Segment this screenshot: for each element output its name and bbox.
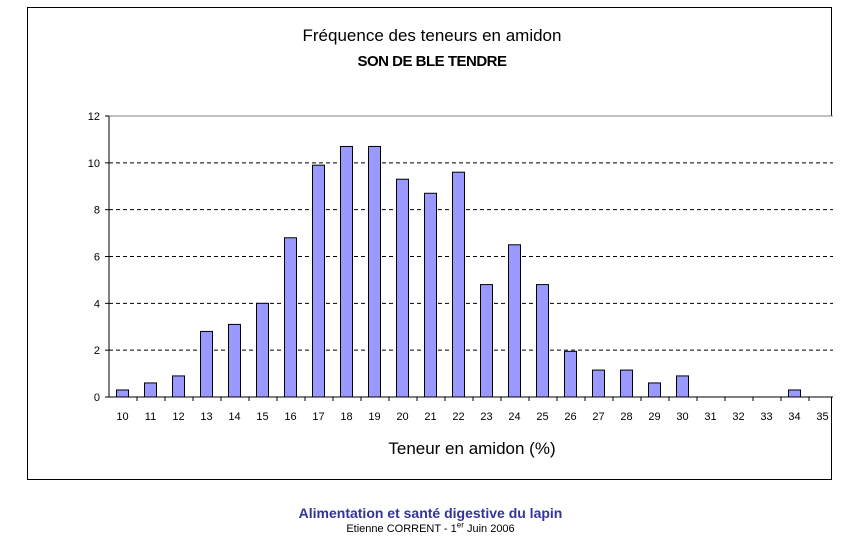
x-tick-label: 30 <box>676 411 688 423</box>
bar <box>788 389 801 398</box>
x-tick-label: 33 <box>760 411 772 423</box>
x-tick-label: 12 <box>172 411 184 423</box>
bar <box>676 375 689 398</box>
bar <box>620 369 633 398</box>
y-tick-label: 10 <box>88 158 100 170</box>
x-tick-label: 15 <box>256 411 268 423</box>
x-tick-label: 21 <box>424 411 436 423</box>
bar <box>368 145 381 398</box>
bar <box>480 284 493 398</box>
x-tick-label: 32 <box>732 411 744 423</box>
bar <box>592 369 605 398</box>
bar <box>228 323 241 398</box>
bar <box>172 375 185 398</box>
bar <box>648 382 661 398</box>
y-tick-label: 2 <box>94 345 100 357</box>
footer-credit: Etienne CORRENT - 1er Juin 2006 <box>0 520 861 535</box>
y-tick-label: 8 <box>94 205 100 217</box>
footer-credit-prefix: Etienne CORRENT - 1 <box>346 523 457 535</box>
x-tick-label: 16 <box>284 411 296 423</box>
y-tick-label: 6 <box>94 252 100 264</box>
bar <box>116 389 129 398</box>
bar <box>256 302 269 398</box>
x-tick-label: 31 <box>704 411 716 423</box>
x-tick-label: 18 <box>340 411 352 423</box>
x-tick-label: 34 <box>788 411 800 423</box>
x-tick-label: 25 <box>536 411 548 423</box>
y-tick-label: 0 <box>94 392 100 404</box>
x-tick-label: 13 <box>200 411 212 423</box>
x-tick-label: 35 <box>816 411 828 423</box>
x-tick-label: 11 <box>145 411 156 423</box>
bar <box>144 382 157 398</box>
footer-credit-sup: er <box>456 520 464 530</box>
bar <box>536 284 549 398</box>
x-tick-label: 20 <box>396 411 408 423</box>
x-tick-label: 23 <box>480 411 492 423</box>
x-tick-label: 17 <box>312 411 324 423</box>
x-tick-label: 24 <box>508 411 520 423</box>
y-tick-label: 4 <box>94 298 100 310</box>
x-tick-label: 29 <box>648 411 660 423</box>
x-tick-label: 27 <box>592 411 604 423</box>
bar <box>564 350 577 398</box>
bar <box>312 164 325 398</box>
bar <box>340 145 353 398</box>
bar <box>424 192 437 398</box>
footer-title: Alimentation et santé digestive du lapin <box>298 505 563 521</box>
x-axis-label: Teneur en amidon (%) <box>388 439 555 458</box>
bar <box>396 178 409 398</box>
x-tick-label: 14 <box>228 411 240 423</box>
x-tick-label: 26 <box>564 411 576 423</box>
bar <box>508 244 521 398</box>
chart-subtitle: SON DE BLE TENDRE <box>357 53 507 70</box>
footer-credit-suffix: Juin 2006 <box>463 523 515 535</box>
x-tick-label: 10 <box>116 411 128 423</box>
chart-title: Fréquence des teneurs en amidon <box>303 26 562 45</box>
x-tick-label: 28 <box>620 411 632 423</box>
x-tick-label: 19 <box>368 411 380 423</box>
bar <box>200 330 213 398</box>
bar <box>452 171 465 398</box>
starch-frequency-chart: Fréquence des teneurs en amidon SON DE B… <box>88 26 833 458</box>
y-tick-label: 12 <box>88 111 100 123</box>
chart-frame: Fréquence des teneurs en amidon SON DE B… <box>27 7 833 480</box>
bar <box>284 237 297 398</box>
x-tick-label: 22 <box>452 411 464 423</box>
